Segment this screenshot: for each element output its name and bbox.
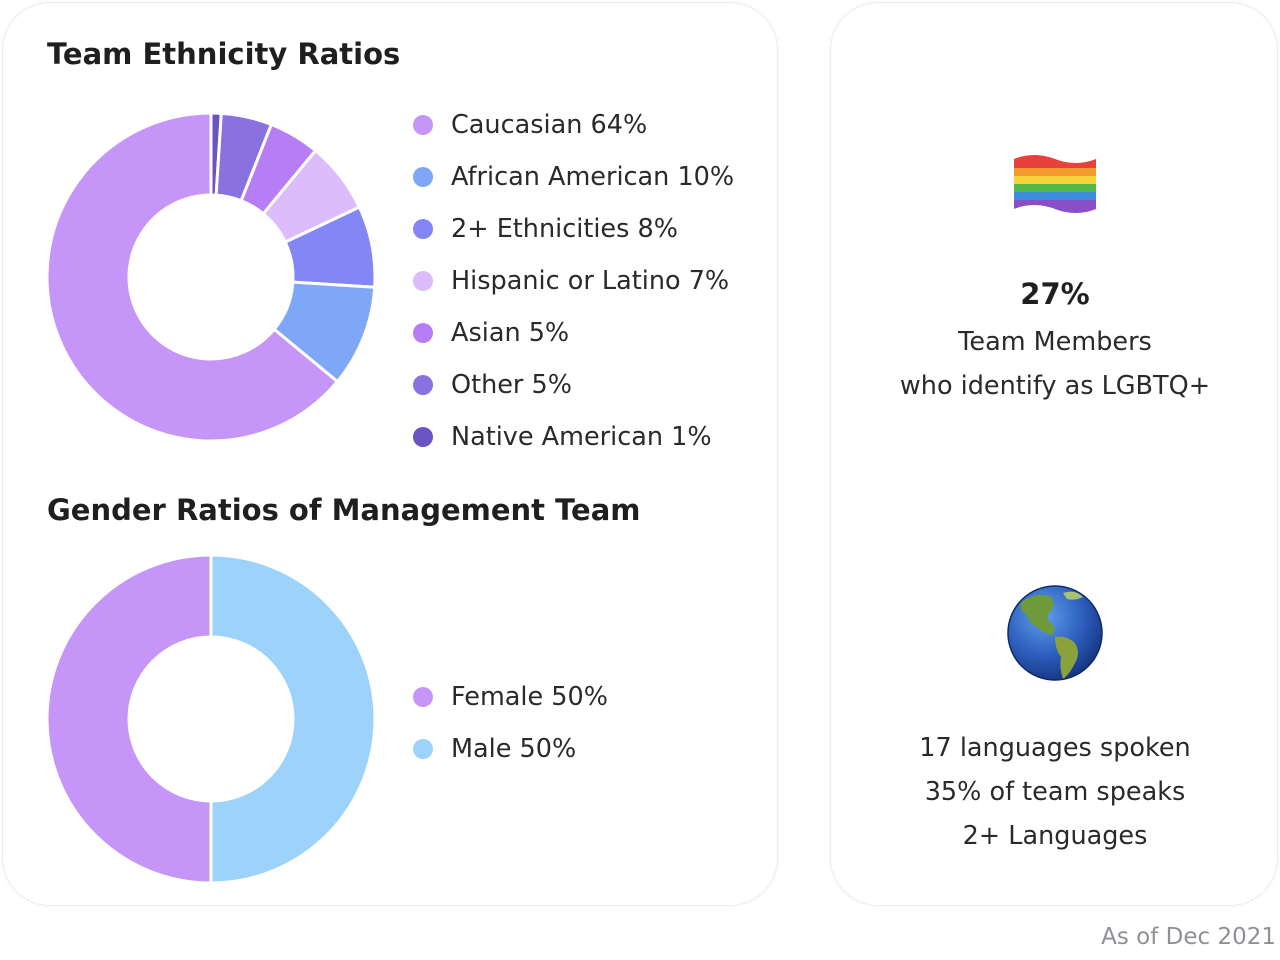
legend-dot	[413, 219, 433, 239]
highlights-card: 27% Team Members who identify as LGBTQ+ …	[830, 2, 1278, 906]
legend-item-female: Female 50%	[413, 671, 608, 723]
demographics-card: Team Ethnicity Ratios Caucasian 64% Afri…	[2, 2, 778, 906]
legend-item-asian: Asian 5%	[413, 307, 734, 359]
gender-donut-chart	[45, 553, 377, 885]
legend-dot	[413, 115, 433, 135]
slice-male	[209, 553, 377, 885]
globe-americas-icon	[831, 583, 1279, 687]
legend-label: Native American 1%	[451, 422, 712, 452]
lgbtq-percent: 27%	[1020, 277, 1090, 311]
lgbtq-caption-line1: Team Members	[958, 327, 1152, 357]
legend-dot	[413, 739, 433, 759]
languages-line2: 35% of team speaks	[924, 777, 1186, 807]
legend-dot	[413, 375, 433, 395]
legend-item-native-american: Native American 1%	[413, 411, 734, 463]
languages-line3: 2+ Languages	[962, 821, 1148, 851]
gender-legend: Female 50% Male 50%	[413, 671, 608, 775]
legend-label: Asian 5%	[451, 318, 570, 348]
legend-item-african-american: African American 10%	[413, 151, 734, 203]
legend-dot	[413, 427, 433, 447]
legend-label: Hispanic or Latino 7%	[451, 266, 730, 296]
ethnicity-donut-chart	[45, 111, 377, 443]
languages-line1: 17 languages spoken	[919, 733, 1191, 763]
ethnicity-chart-title: Team Ethnicity Ratios	[47, 37, 401, 71]
legend-label: African American 10%	[451, 162, 735, 192]
legend-dot	[413, 167, 433, 187]
legend-label: 2+ Ethnicities 8%	[451, 214, 678, 244]
legend-label: Other 5%	[451, 370, 572, 400]
legend-item-caucasian: Caucasian 64%	[413, 99, 734, 151]
legend-label: Caucasian 64%	[451, 110, 648, 140]
legend-label: Female 50%	[451, 682, 608, 712]
legend-item-other: Other 5%	[413, 359, 734, 411]
ethnicity-legend: Caucasian 64% African American 10% 2+ Et…	[413, 99, 734, 463]
legend-label: Male 50%	[451, 734, 577, 764]
legend-item-male: Male 50%	[413, 723, 608, 775]
legend-item-two-plus-ethnicities: 2+ Ethnicities 8%	[413, 203, 734, 255]
legend-item-hispanic-latino: Hispanic or Latino 7%	[413, 255, 734, 307]
legend-dot	[413, 271, 433, 291]
slice-caucasian	[45, 111, 339, 443]
footnote-date: As of Dec 2021	[1101, 924, 1276, 950]
rainbow-flag-icon	[831, 151, 1279, 221]
slice-female	[45, 553, 213, 885]
lgbtq-caption-line2: who identify as LGBTQ+	[899, 371, 1211, 401]
legend-dot	[413, 323, 433, 343]
gender-chart-title: Gender Ratios of Management Team	[47, 493, 641, 527]
legend-dot	[413, 687, 433, 707]
